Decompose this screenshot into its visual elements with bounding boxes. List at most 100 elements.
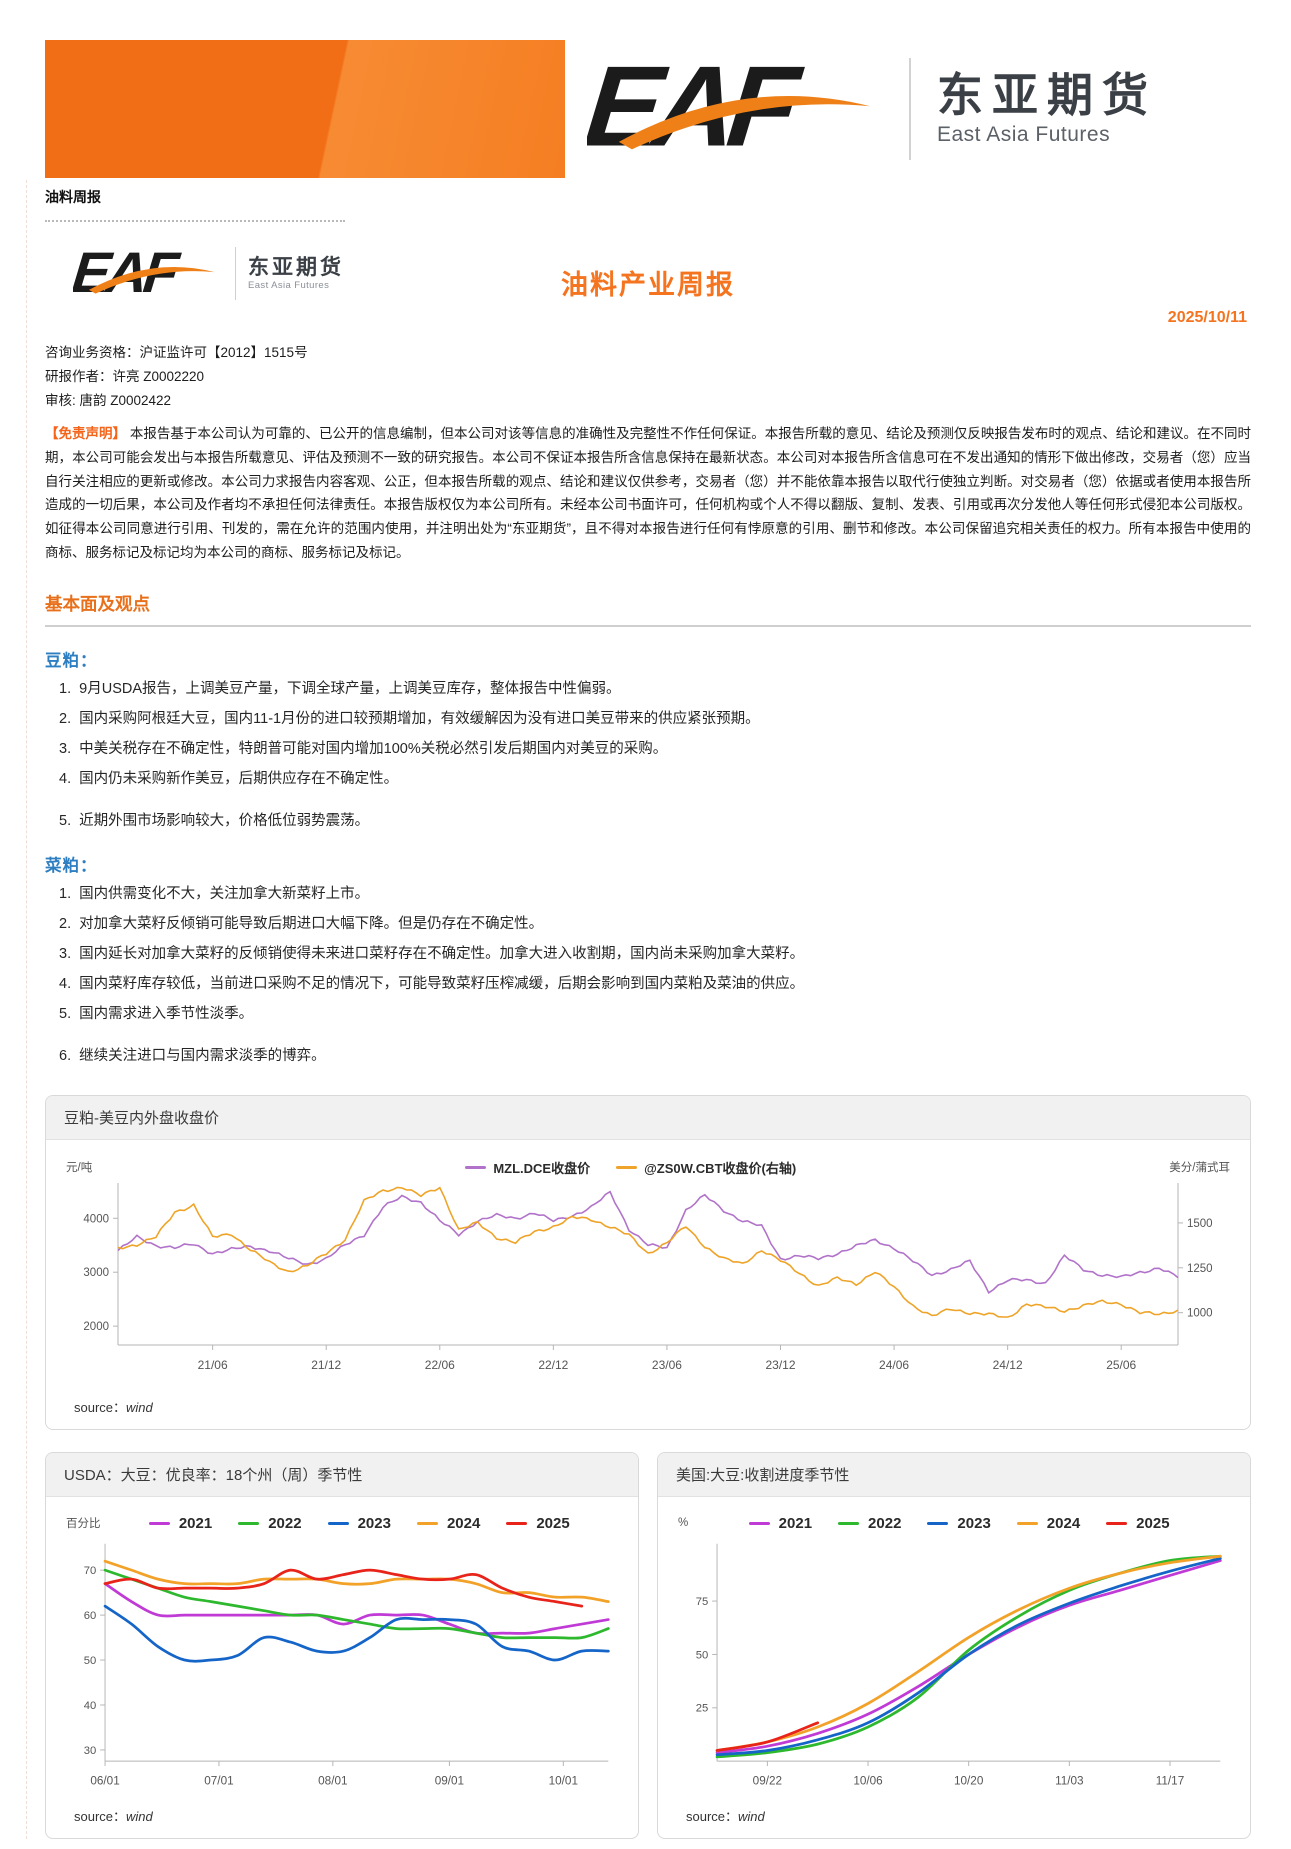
svg-text:10/20: 10/20: [954, 1774, 984, 1787]
left-axis-unit: 元/吨: [66, 1162, 93, 1175]
svg-text:25/06: 25/06: [1106, 1358, 1136, 1372]
svg-text:1250: 1250: [1187, 1263, 1213, 1275]
svg-text:10/01: 10/01: [549, 1774, 578, 1787]
disclaimer-text: 本报告基于本公司认为可靠的、已公开的信息编制，但本公司对该等信息的准确性及完整性…: [45, 426, 1252, 560]
legend-label: 2021: [178, 1514, 213, 1532]
eaf-logo-text: EAF: [587, 48, 808, 170]
legend-swatch-icon: [238, 1521, 260, 1525]
legend-item: 2022: [838, 1515, 901, 1532]
legend-label: 2022: [868, 1514, 902, 1532]
svg-text:22/06: 22/06: [425, 1358, 455, 1372]
price-chart-panel: 豆粕-美豆内外盘收盘价 元/吨 MZL.DCE收盘价 @ZS0W.CBT收盘价(右…: [45, 1094, 1251, 1430]
disclaimer: 【免责声明】 本报告基于本公司认为可靠的、已公开的信息编制，但本公司对该等信息的…: [45, 422, 1251, 565]
price-chart-svg: 2000 3000 4000 1000 1250 1500 21/06 21/12 22/06 2…: [83, 1182, 1213, 1372]
harvest-chart-svg: 25 50 75 09/22 10/06 10/20 11/03 11/17: [696, 1543, 1222, 1787]
report-date: 2025/10/11: [1167, 309, 1247, 326]
harvest-chart-body: % 2021 2022 2023 2024 2025 25 50 75 09/22 10/06 1…: [658, 1497, 1250, 1838]
list-item: 国内需求进入季节性淡季。: [79, 1005, 254, 1022]
svg-text:60: 60: [84, 1610, 97, 1622]
svg-text:24/06: 24/06: [879, 1358, 909, 1372]
legend-label: @ZS0W.CBT收盘价(右轴): [644, 1160, 797, 1176]
list-item: 9月USDA报告，上调美豆产量，下调全球产量，上调美豆库存，整体报告中性偏弱。: [79, 680, 621, 697]
legend-swatch-icon: [1106, 1521, 1128, 1525]
legend-item: 2023: [327, 1514, 391, 1532]
source-value: wind: [126, 1809, 153, 1825]
legend-swatch-icon: [465, 1165, 487, 1169]
price-chart-legend: MZL.DCE收盘价 @ZS0W.CBT收盘价(右轴): [92, 1158, 1169, 1177]
harvest-chart-title: 美国:大豆:收割进度季节性: [658, 1452, 1250, 1497]
condition-chart-svg: 30 40 50 60 70 06/01 07/01 08/01 09/01 10/01: [84, 1543, 610, 1787]
qualification-line: 咨询业务资格：沪证监许可【2012】1515号: [45, 345, 308, 360]
subheading-rapeseed-meal: 菜粕：: [45, 856, 98, 875]
reviewer-line: 审核: 唐韵 Z0002422: [45, 393, 172, 409]
svg-text:4000: 4000: [83, 1213, 109, 1225]
svg-text:10/06: 10/06: [853, 1774, 883, 1787]
source-value: wind: [126, 1399, 153, 1415]
doc-category-label: 油料周报: [45, 189, 101, 205]
svg-text:09/22: 09/22: [753, 1774, 782, 1787]
harvest-chart-labels-row: % 2021 2022 2023 2024 2025: [672, 1507, 1236, 1534]
disclaimer-label: 【免责声明】: [45, 426, 127, 442]
harvest-axis-unit: %: [678, 1517, 689, 1530]
list-item: 国内供需变化不大，关注加拿大新菜籽上市。: [79, 885, 370, 902]
list-item: 对加拿大菜籽反倾销可能导致后期进口大幅下降。但是仍存在不确定性。: [79, 915, 544, 932]
legend-swatch-icon: [148, 1521, 170, 1525]
list-item: 近期外围市场影响较大，价格低位弱势震荡。: [79, 812, 370, 829]
svg-text:06/01: 06/01: [90, 1774, 119, 1787]
section-heading-fundamentals: 基本面及观点: [45, 591, 1251, 627]
svg-text:75: 75: [696, 1596, 709, 1608]
legend-swatch-icon: [416, 1521, 438, 1525]
svg-text:11/17: 11/17: [1156, 1774, 1185, 1787]
brand-wordmark-small: 东亚期货 East Asia Futures: [248, 256, 344, 290]
svg-text:2000: 2000: [83, 1321, 109, 1333]
legend-swatch-icon: [327, 1521, 349, 1525]
brand-name-cn: 东亚期货: [937, 69, 1157, 122]
legend-label: 2021: [778, 1514, 813, 1532]
source-line: source：wind: [60, 1800, 624, 1838]
svg-text:09/01: 09/01: [435, 1774, 464, 1787]
right-axis-unit: 美分/蒲式耳: [1169, 1162, 1230, 1175]
svg-text:70: 70: [84, 1565, 97, 1577]
legend-label: 2024: [1046, 1514, 1081, 1532]
source-label: source：: [74, 1809, 127, 1825]
condition-chart-legend: 2021 2022 2023 2024 2025: [101, 1515, 619, 1532]
legend-item: 2024: [416, 1515, 480, 1532]
svg-text:23/12: 23/12: [765, 1358, 795, 1372]
svg-text:30: 30: [84, 1745, 97, 1757]
title-row: EAF 东亚期货 East Asia Futures 油料产业周报 2025/1…: [45, 239, 1251, 339]
condition-chart-panel: USDA：大豆：优良率：18个州（周）季节性 百分比 2021 2022 2023 2…: [45, 1451, 639, 1840]
legend-item: 2025: [506, 1515, 570, 1532]
svg-text:08/01: 08/01: [318, 1774, 347, 1787]
harvest-chart-legend: 2021 2022 2023 2024 2025: [688, 1515, 1230, 1532]
brand-logo-small: EAF 东亚期货 East Asia Futures: [73, 243, 344, 304]
legend-label: 2023: [357, 1514, 391, 1532]
brand-name-en: East Asia Futures: [937, 122, 1111, 146]
brand-name-cn-small: 东亚期货: [248, 256, 344, 280]
svg-text:07/01: 07/01: [204, 1774, 233, 1787]
top-banner: EAF 东亚期货 East Asia Futures: [45, 40, 1251, 178]
svg-text:21/12: 21/12: [311, 1358, 341, 1372]
legend-item: 2024: [1016, 1514, 1081, 1532]
legend-label: 2022: [268, 1514, 302, 1532]
price-chart-body: 元/吨 MZL.DCE收盘价 @ZS0W.CBT收盘价(右轴) 美分/蒲式耳 20…: [46, 1140, 1250, 1429]
list-item: 继续关注进口与国内需求淡季的博弈。: [79, 1047, 326, 1064]
svg-text:1000: 1000: [1187, 1307, 1213, 1319]
legend-item: 2025: [1106, 1515, 1170, 1532]
harvest-chart-panel: 美国:大豆:收割进度季节性 % 2021 2022 2023 2024 2025 25 5…: [657, 1451, 1251, 1840]
legend-swatch-icon: [1016, 1521, 1038, 1525]
price-chart-labels-row: 元/吨 MZL.DCE收盘价 @ZS0W.CBT收盘价(右轴) 美分/蒲式耳: [60, 1150, 1236, 1179]
logo-divider: [909, 58, 911, 160]
author-line: 研报作者：许亮 Z0002220: [45, 369, 205, 385]
credentials-block: 咨询业务资格：沪证监许可【2012】1515号 研报作者：许亮 Z0002220…: [45, 341, 1251, 413]
condition-axis-unit: 百分比: [66, 1518, 101, 1531]
legend-item: 2021: [748, 1514, 813, 1532]
svg-text:23/06: 23/06: [652, 1358, 682, 1372]
source-label: source：: [74, 1399, 127, 1415]
eaf-logo-icon: EAF: [587, 48, 871, 170]
eaf-logo-small-icon: EAF: [73, 243, 215, 304]
legend-swatch-icon: [506, 1521, 528, 1525]
brand-wordmark: 东亚期货 East Asia Futures: [937, 71, 1157, 146]
legend-item: 2023: [927, 1515, 991, 1532]
svg-text:25: 25: [696, 1702, 709, 1714]
report-page: EAF 东亚期货 East Asia Futures 油料周报 EAF 东亚期货…: [0, 40, 1291, 1840]
